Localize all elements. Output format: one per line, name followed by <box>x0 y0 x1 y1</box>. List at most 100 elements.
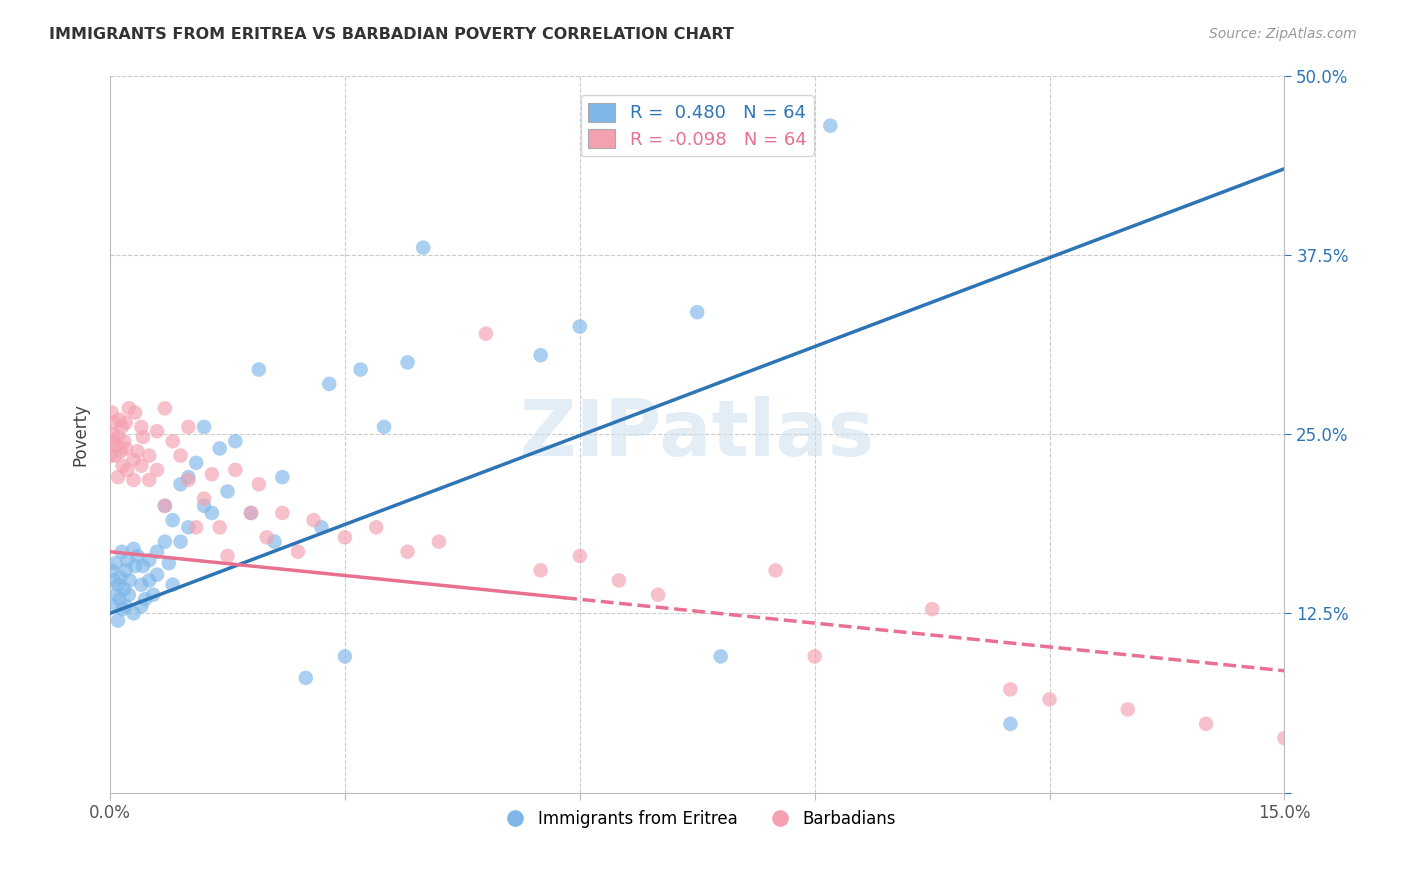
Point <box>820 119 842 133</box>
Text: Source: ZipAtlas.com: Source: ZipAtlas.com <box>1209 27 1357 41</box>
Point <box>124 559 146 574</box>
Point <box>271 470 294 484</box>
Point <box>138 449 160 463</box>
Point <box>412 241 434 255</box>
Point <box>177 420 200 434</box>
Point <box>122 453 145 467</box>
Point <box>104 556 127 570</box>
Point <box>110 570 132 584</box>
Point <box>107 430 129 444</box>
Y-axis label: Poverty: Poverty <box>72 402 89 466</box>
Point <box>427 534 450 549</box>
Point <box>100 449 122 463</box>
Point <box>921 602 943 616</box>
Point <box>153 401 176 416</box>
Point <box>101 599 124 614</box>
Point <box>247 477 270 491</box>
Point <box>311 520 333 534</box>
Point <box>122 473 145 487</box>
Point <box>765 563 787 577</box>
Point <box>107 614 129 628</box>
Point <box>131 599 153 614</box>
Point <box>132 430 155 444</box>
Point <box>118 574 141 588</box>
Point <box>647 588 669 602</box>
Point <box>153 499 176 513</box>
Point <box>142 588 165 602</box>
Point <box>256 530 278 544</box>
Point <box>177 520 200 534</box>
Point <box>169 477 191 491</box>
Point <box>1038 692 1060 706</box>
Point <box>122 541 145 556</box>
Text: IMMIGRANTS FROM ERITREA VS BARBADIAN POVERTY CORRELATION CHART: IMMIGRANTS FROM ERITREA VS BARBADIAN POV… <box>49 27 734 42</box>
Point <box>108 413 131 427</box>
Point <box>1274 731 1296 746</box>
Point <box>568 319 591 334</box>
Point <box>162 577 184 591</box>
Point <box>111 420 134 434</box>
Point <box>193 420 215 434</box>
Point <box>803 649 825 664</box>
Point <box>396 355 419 369</box>
Point <box>208 520 231 534</box>
Point <box>247 362 270 376</box>
Point <box>224 434 246 449</box>
Point <box>108 592 131 607</box>
Point <box>103 416 125 430</box>
Point <box>153 499 176 513</box>
Point <box>1000 682 1022 697</box>
Point <box>127 549 149 563</box>
Point <box>114 416 136 430</box>
Point <box>107 577 129 591</box>
Point <box>201 506 224 520</box>
Point <box>146 567 169 582</box>
Point <box>100 563 122 577</box>
Point <box>333 530 356 544</box>
Point <box>138 553 160 567</box>
Point <box>686 305 709 319</box>
Point <box>333 649 356 664</box>
Point <box>117 553 139 567</box>
Point <box>117 463 139 477</box>
Point <box>114 442 136 456</box>
Point <box>124 406 146 420</box>
Point <box>146 544 169 558</box>
Point <box>131 458 153 473</box>
Point <box>177 470 200 484</box>
Point <box>104 449 127 463</box>
Point <box>132 559 155 574</box>
Point <box>131 577 153 591</box>
Point <box>349 362 371 376</box>
Point <box>112 582 135 596</box>
Point <box>157 556 180 570</box>
Point <box>131 420 153 434</box>
Point <box>530 563 553 577</box>
Point <box>271 506 294 520</box>
Point <box>1116 702 1139 716</box>
Point <box>240 506 263 520</box>
Point <box>107 470 129 484</box>
Point <box>396 544 419 558</box>
Point <box>134 592 156 607</box>
Point <box>127 444 149 458</box>
Point <box>105 439 128 453</box>
Point <box>193 491 215 506</box>
Point <box>475 326 498 341</box>
Legend: Immigrants from Eritrea, Barbadians: Immigrants from Eritrea, Barbadians <box>492 803 903 835</box>
Point <box>177 473 200 487</box>
Point <box>111 544 134 558</box>
Point <box>162 513 184 527</box>
Point <box>112 434 135 449</box>
Point <box>263 534 285 549</box>
Point <box>287 544 309 558</box>
Point <box>146 424 169 438</box>
Point <box>110 444 132 458</box>
Point <box>105 588 128 602</box>
Point <box>224 463 246 477</box>
Point <box>103 574 125 588</box>
Point <box>208 442 231 456</box>
Point <box>138 574 160 588</box>
Point <box>153 534 176 549</box>
Point <box>366 520 388 534</box>
